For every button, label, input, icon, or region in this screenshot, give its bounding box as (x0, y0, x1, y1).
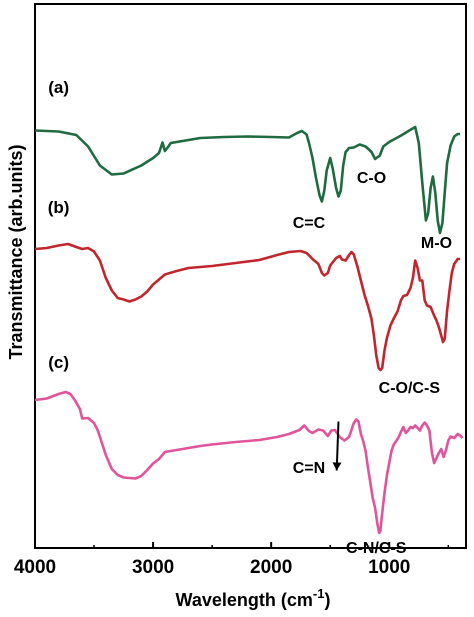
peak-annotation: C=C (293, 215, 326, 232)
peak-annotation: M-O (421, 235, 452, 252)
series-line-2 (34, 242, 461, 372)
x-tick-label: 3000 (132, 557, 174, 578)
x-axis-ticks: 4000 3000 2000 1000 (14, 542, 450, 578)
x-tick-label: 2000 (250, 557, 292, 578)
peak-annotation: C=N (293, 460, 325, 477)
y-axis-title: Transmittance (arb.units) (6, 144, 26, 359)
arrow-head (332, 462, 342, 471)
series-label-1: (a) (48, 78, 69, 97)
plot-frame (34, 3, 467, 549)
series-label-3: (c) (48, 353, 69, 372)
peak-annotation: C-N/C-S (346, 540, 407, 557)
x-tick-label: 4000 (14, 557, 56, 578)
x-tick-label: 1000 (368, 557, 410, 578)
series-layer (34, 125, 464, 535)
peak-annotation: C-O (357, 170, 386, 187)
x-axis-title: Wavelength (cm-1) (176, 586, 331, 610)
series-labels: (a) (b) (c) (48, 78, 70, 372)
plot-border (34, 3, 467, 549)
annotations: C-O C=C M-O C-O/C-S C=N C-N/C-S (293, 170, 452, 557)
series-line-1 (34, 125, 461, 235)
arrow-shaft (335, 421, 340, 471)
series-label-2: (b) (48, 198, 70, 217)
series-line-3 (34, 390, 464, 535)
peak-annotation: C-O/C-S (379, 380, 441, 397)
